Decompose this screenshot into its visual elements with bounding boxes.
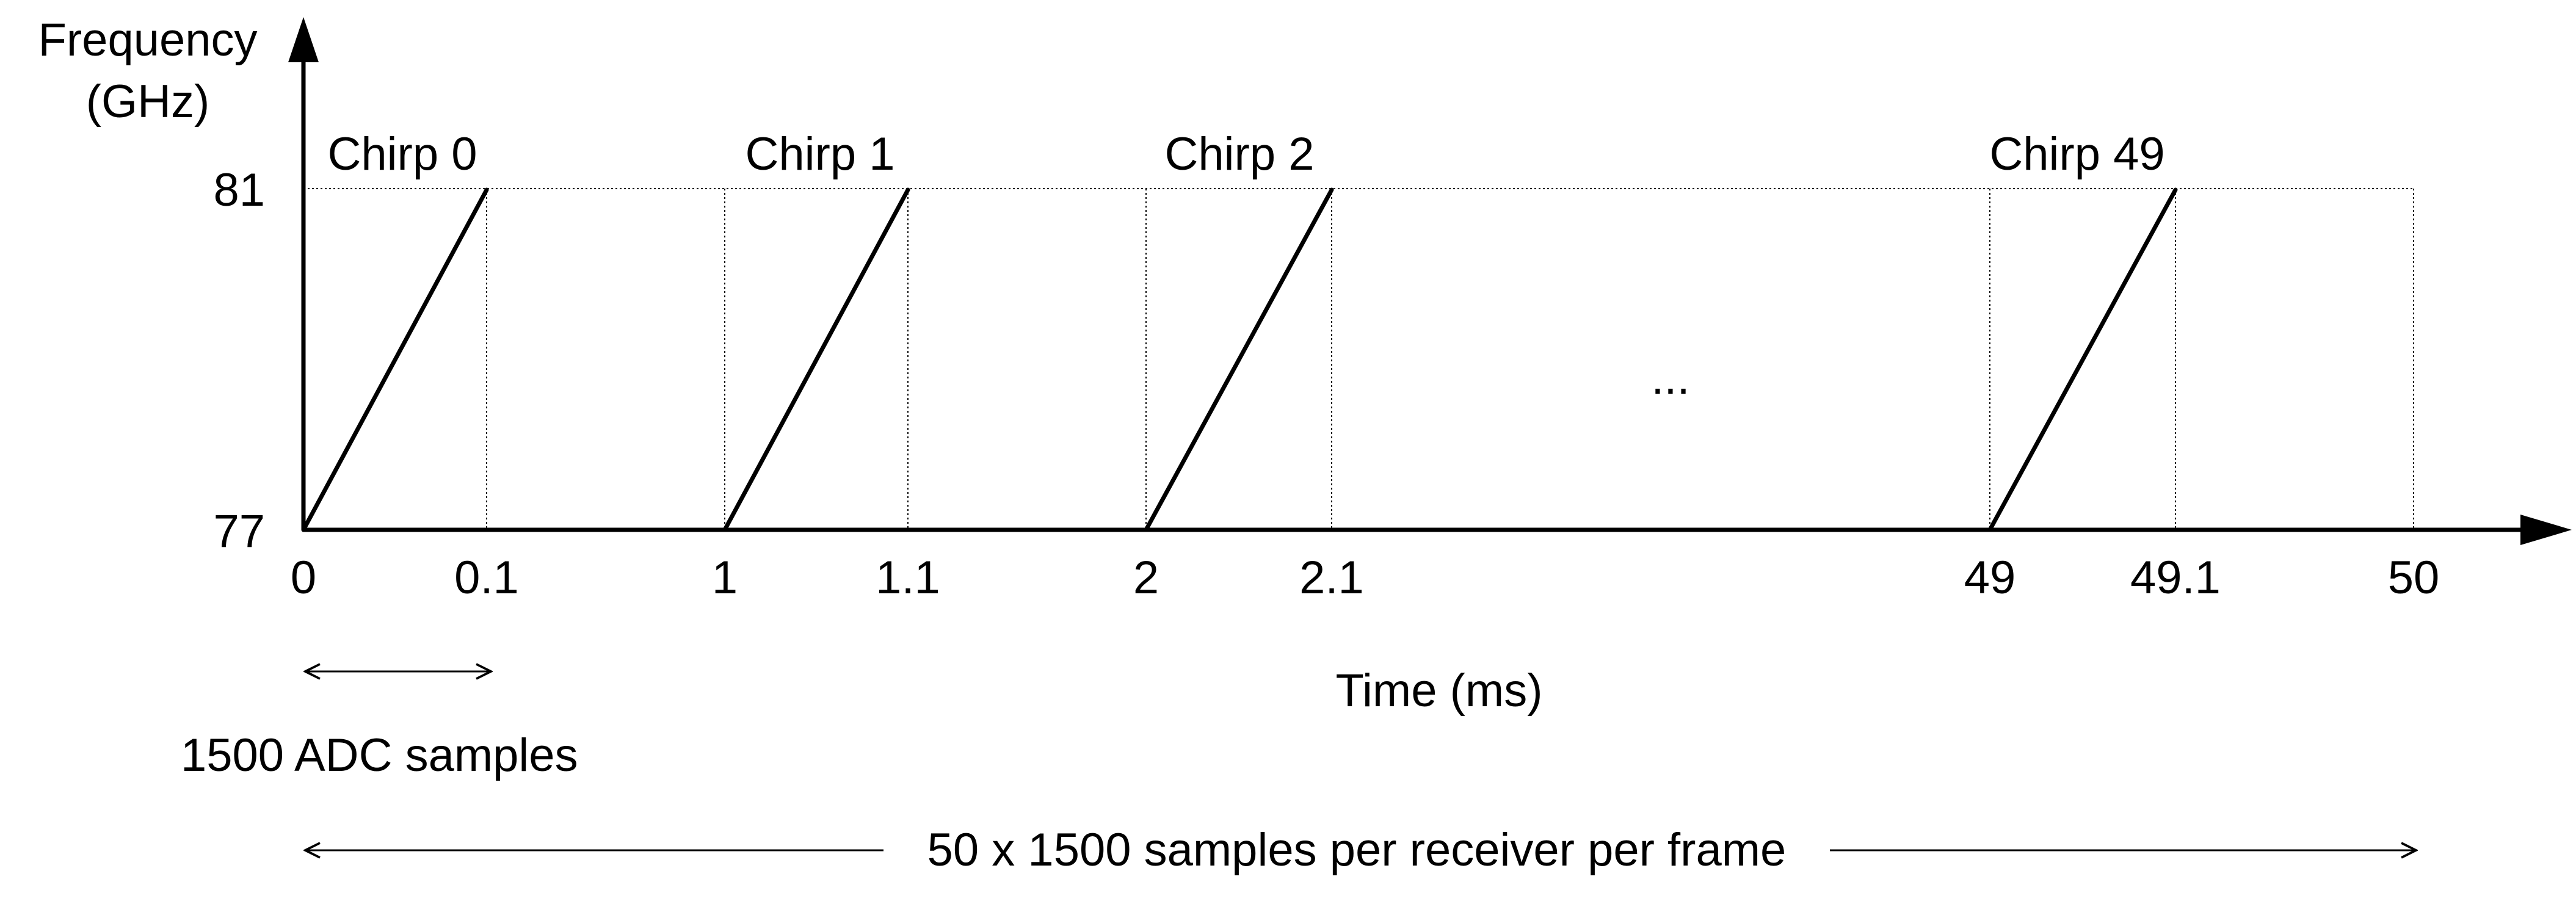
chirp-2-ramp [1144, 187, 1334, 532]
x-tick-label-1: 1 [712, 552, 738, 604]
chirp-0-ramp [301, 187, 489, 532]
y-tick-label-77: 77 [213, 505, 265, 557]
x-tick-label-2: 2 [1133, 552, 1159, 604]
x-axis-arrowhead [2520, 515, 2572, 545]
x-tick-label-2.1: 2.1 [1299, 552, 1364, 604]
x-tick-label-50: 50 [2388, 552, 2440, 604]
x-tick-label-0.1: 0.1 [454, 552, 519, 604]
y-axis-title-line1: Frequency [38, 14, 257, 66]
x-tick-label-49: 49 [1964, 552, 2016, 604]
y-tick-label-81: 81 [213, 164, 265, 216]
chirp-label-0: Chirp 0 [328, 128, 477, 180]
y-axis-title-line2: (GHz) [86, 76, 210, 128]
chirp-1-ramp [722, 187, 910, 532]
chirp-ramps [301, 187, 2178, 532]
guide-lines [303, 188, 2414, 530]
x-axis-title: Time (ms) [1335, 665, 1542, 717]
frame-samples-label: 50 x 1500 samples per receiver per frame [927, 824, 1787, 876]
chirp-49-ramp [1987, 187, 2178, 532]
y-axis-arrowhead [288, 17, 319, 62]
chirp-samples-label: 1500 ADC samples [181, 729, 578, 781]
x-tick-label-0: 0 [291, 552, 316, 604]
chirp-label-49: Chirp 49 [1989, 128, 2164, 180]
x-tick-label-1.1: 1.1 [876, 552, 940, 604]
x-tick-label-49.1: 49.1 [2130, 552, 2221, 604]
ellipsis: ... [1651, 352, 1689, 404]
chirp-label-2: Chirp 2 [1165, 128, 1315, 180]
chirp-label-1: Chirp 1 [746, 128, 895, 180]
